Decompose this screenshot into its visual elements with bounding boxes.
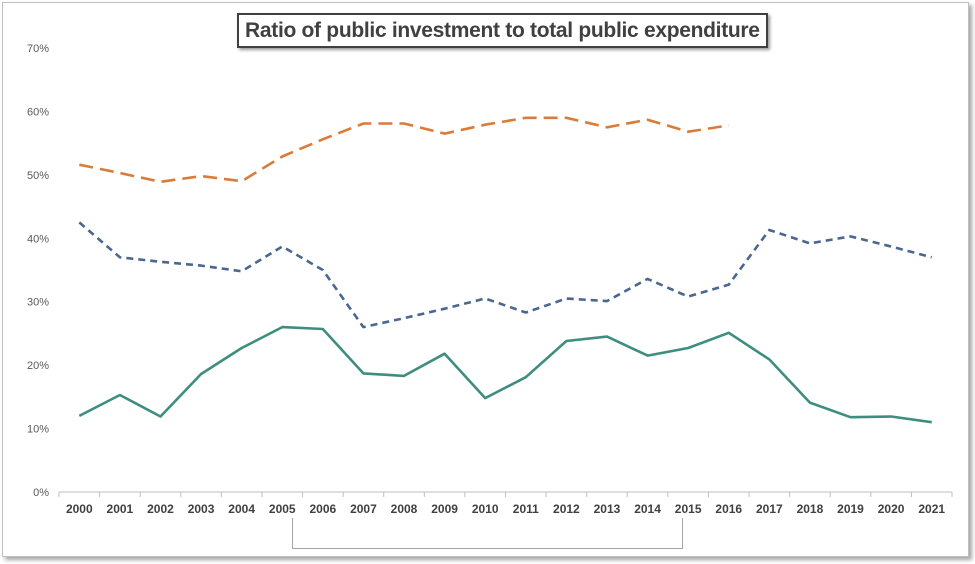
y-tick-label: 50% <box>27 170 49 182</box>
x-tick-label: 2010 <box>472 502 499 516</box>
y-tick-label: 10% <box>27 424 49 436</box>
x-tick-label: 2007 <box>350 502 377 516</box>
y-tick-label: 0% <box>33 487 49 499</box>
x-tick-label: 2002 <box>147 502 174 516</box>
series-line-pakistan <box>78 325 932 424</box>
x-tick-label: 2000 <box>66 502 93 516</box>
x-axis <box>58 491 953 497</box>
chart-title: Ratio of public investment to total publ… <box>237 13 768 48</box>
x-tick-label: 2014 <box>634 502 661 516</box>
x-tick-label: 2018 <box>797 502 824 516</box>
series-lines <box>78 116 933 424</box>
x-tick-label: 2013 <box>594 502 621 516</box>
x-tick-label: 2015 <box>675 502 702 516</box>
x-tick-label: 2017 <box>756 502 783 516</box>
x-tick-label: 2011 <box>513 502 539 516</box>
y-tick-label: 30% <box>27 297 49 309</box>
legend-box <box>292 518 683 549</box>
x-tick-label: 2012 <box>553 502 580 516</box>
series-line-india <box>79 116 729 184</box>
x-tick-label: 2001 <box>107 502 134 516</box>
x-tick-label: 2016 <box>715 502 742 516</box>
x-tick-label: 2003 <box>188 502 215 516</box>
x-tick-label: 2008 <box>391 502 418 516</box>
x-tick-label: 2021 <box>918 502 945 516</box>
x-axis-ticks: 2000 2001 2002 2003 2004 2005 2006 2007 2008 2009… <box>66 502 945 516</box>
x-tick-label: 2020 <box>878 502 905 516</box>
x-tick-label: 2006 <box>309 502 336 516</box>
y-axis-ticks: 0% 10% 20% 30% 40% 50% 60% 70% <box>27 43 49 499</box>
x-tick-label: 2009 <box>431 502 458 516</box>
x-tick-label: 2004 <box>228 502 255 516</box>
series-line-bangladesh <box>78 221 933 329</box>
y-tick-label: 40% <box>27 233 49 245</box>
y-tick-label: 20% <box>27 360 49 372</box>
x-tick-label: 2019 <box>837 502 864 516</box>
y-tick-label: 70% <box>27 43 49 55</box>
x-tick-label: 2005 <box>269 502 296 516</box>
y-tick-label: 60% <box>27 106 49 118</box>
chart-frame <box>2 2 969 557</box>
